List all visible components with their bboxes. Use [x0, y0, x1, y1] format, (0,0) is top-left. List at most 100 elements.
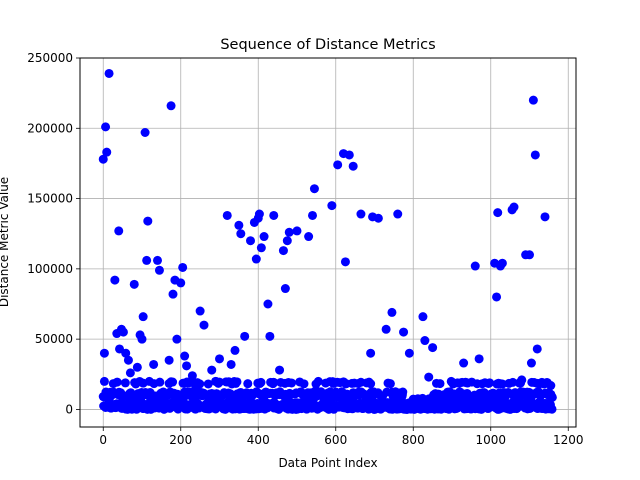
- low-point-1159: [547, 392, 557, 402]
- data-point-41: [215, 354, 224, 364]
- data-point-60: [280, 284, 290, 294]
- data-point-62: [284, 227, 294, 237]
- y-tick-label-5: 250000: [27, 51, 73, 65]
- low-point-373: [243, 379, 253, 389]
- data-point-12: [121, 348, 131, 358]
- data-point-63: [292, 226, 302, 236]
- data-point-46: [236, 229, 246, 239]
- data-point-59: [278, 246, 288, 256]
- data-point-100: [526, 358, 536, 368]
- data-point-31: [176, 278, 186, 288]
- data-point-82: [418, 312, 428, 322]
- data-point-66: [309, 184, 319, 194]
- data-point-84: [424, 372, 434, 382]
- low-point-407: [256, 377, 266, 387]
- low-point-36: [112, 377, 122, 387]
- data-point-78: [387, 307, 397, 317]
- low-point-345: [232, 377, 242, 387]
- data-point-11: [118, 327, 128, 337]
- y-tick-label-0: 0: [65, 402, 73, 416]
- low-point-300: [215, 377, 224, 387]
- data-point-14: [125, 368, 135, 378]
- data-point-32: [178, 262, 188, 272]
- data-point-70: [340, 257, 350, 267]
- data-point-55: [263, 299, 273, 309]
- data-point-1: [99, 348, 109, 358]
- data-point-73: [356, 209, 366, 219]
- data-point-19: [138, 312, 148, 322]
- data-point-16: [132, 362, 142, 372]
- data-point-15: [129, 279, 139, 289]
- data-point-88: [474, 354, 484, 364]
- x-tick-label-5: 1000: [475, 433, 506, 447]
- data-point-38: [199, 320, 209, 330]
- data-point-99: [525, 250, 534, 260]
- data-point-47: [240, 331, 250, 341]
- data-point-103: [532, 344, 542, 354]
- data-point-56: [265, 331, 275, 341]
- data-point-54: [259, 232, 269, 242]
- data-point-48: [246, 236, 255, 246]
- data-point-79: [393, 209, 403, 219]
- y-tick-label-4: 200000: [27, 121, 73, 135]
- data-point-72: [348, 161, 358, 171]
- x-tick-label-1: 200: [169, 433, 192, 447]
- data-point-104: [540, 212, 550, 222]
- data-point-8: [114, 226, 124, 236]
- low-point-690: [366, 379, 376, 389]
- low-point-773: [398, 387, 408, 397]
- y-axis-label: Distance Metric Value: [0, 177, 11, 307]
- data-point-85: [428, 343, 438, 353]
- data-point-22: [143, 216, 153, 226]
- data-point-102: [530, 150, 540, 160]
- data-point-3: [102, 147, 112, 157]
- data-point-65: [308, 210, 317, 220]
- data-point-101: [528, 95, 538, 105]
- data-point-81: [404, 348, 414, 358]
- data-point-61: [282, 236, 292, 246]
- low-point-1146: [542, 378, 552, 388]
- low-point-741: [385, 379, 395, 389]
- data-point-37: [195, 306, 205, 316]
- low-point-179: [168, 377, 178, 387]
- data-point-0: [98, 154, 108, 164]
- data-point-58: [275, 365, 285, 375]
- data-point-30: [172, 334, 182, 344]
- data-point-24: [153, 255, 162, 265]
- low-point-486: [287, 378, 297, 388]
- data-point-2: [101, 122, 111, 132]
- data-point-45: [234, 220, 244, 230]
- data-point-18: [137, 334, 147, 344]
- low-point-1030: [497, 379, 507, 389]
- low-point-1077: [516, 378, 526, 388]
- data-point-26: [164, 355, 174, 365]
- data-point-74: [366, 348, 376, 358]
- data-point-50: [251, 254, 261, 264]
- data-point-27: [166, 101, 176, 111]
- data-point-28: [168, 289, 178, 299]
- y-axis-ticks: 0 50000 100000 150000 200000 250000: [27, 51, 80, 416]
- data-point-96: [509, 202, 519, 212]
- y-tick-label-3: 150000: [27, 192, 73, 206]
- chart-title: Sequence of Distance Metrics: [220, 37, 435, 53]
- data-point-43: [226, 359, 236, 369]
- low-point-146: [155, 377, 165, 387]
- x-axis-label: Data Point Index: [278, 456, 377, 470]
- data-point-39: [207, 365, 217, 375]
- low-point-57: [120, 378, 130, 388]
- y-tick-label-2: 100000: [27, 262, 73, 276]
- data-point-83: [420, 336, 430, 346]
- data-point-68: [333, 160, 343, 170]
- data-point-92: [493, 208, 503, 218]
- data-points: [98, 68, 557, 414]
- data-point-13: [123, 355, 133, 365]
- grid: [80, 57, 576, 427]
- data-point-77: [381, 324, 391, 334]
- plot-frame: [79, 57, 577, 428]
- data-point-80: [399, 327, 409, 337]
- low-point-869: [435, 379, 445, 389]
- data-point-94: [497, 258, 507, 268]
- data-point-44: [230, 345, 240, 355]
- data-point-33: [180, 351, 190, 361]
- data-point-53: [256, 243, 266, 253]
